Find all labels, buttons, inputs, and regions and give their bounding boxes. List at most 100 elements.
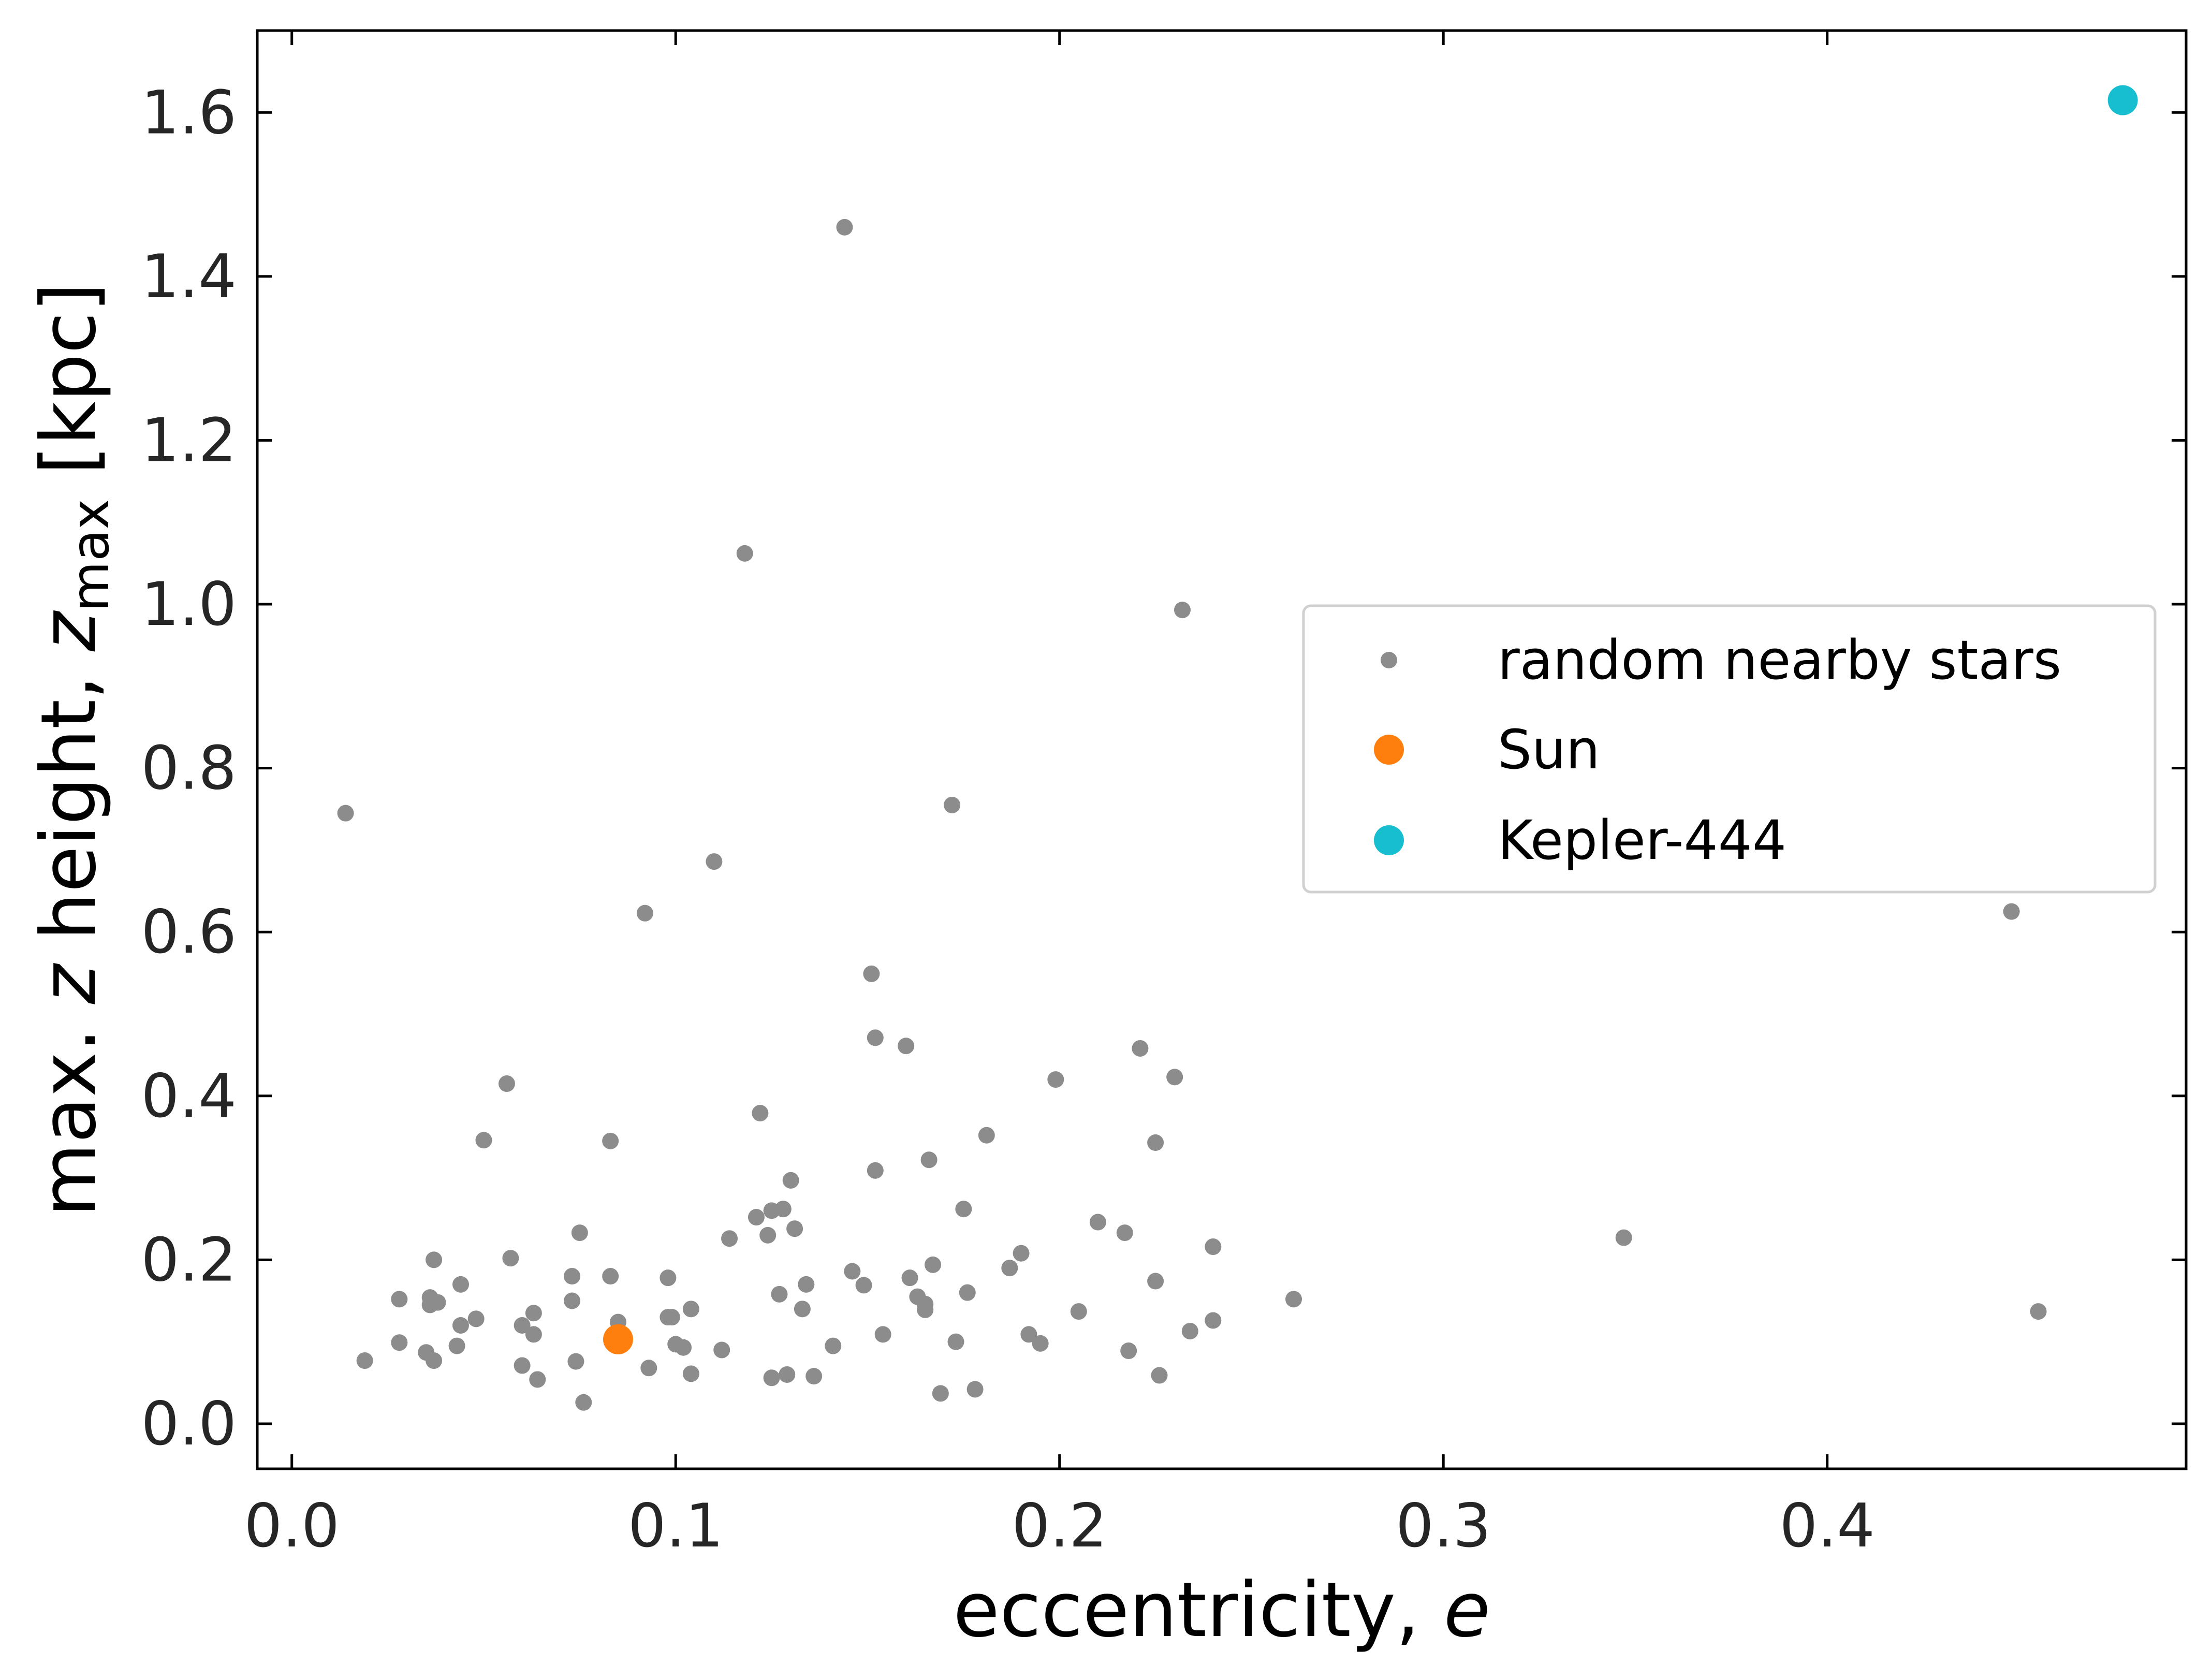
y-tick-label: 1.6 [141,78,237,148]
y-axis-title: max. z height, zmax [kpc] [25,283,121,1217]
y-tick-label: 0.8 [141,734,237,804]
data-point-random-nearby-stars [602,1268,619,1285]
data-point-random-nearby-stars [721,1230,738,1247]
data-point-random-nearby-stars [917,1301,934,1318]
data-point-random-nearby-stars [640,1360,657,1377]
data-point-random-nearby-stars [682,1365,699,1382]
data-point-random-nearby-stars [736,545,753,562]
data-point-kepler-444 [2107,85,2138,115]
data-point-random-nearby-stars [514,1357,531,1374]
data-point-random-nearby-stars [955,1201,972,1218]
data-point-random-nearby-stars [1166,1069,1183,1086]
data-point-random-nearby-stars [966,1381,984,1398]
data-point-random-nearby-stars [782,1172,799,1189]
data-point-random-nearby-stars [391,1334,408,1351]
data-point-random-nearby-stars [920,1151,937,1169]
data-point-random-nearby-stars [2030,1303,2047,1320]
data-point-random-nearby-stars [1147,1134,1164,1151]
legend-label-sun: Sun [1498,718,1600,781]
axis-tick-labels: 0.0 0.1 0.2 0.3 0.4 0.0 0.2 0.4 0.6 0.8 1.0 1.2 1.4 1… [141,78,1875,1561]
data-point-random-nearby-stars [1116,1224,1133,1242]
y-tick-label: 0.6 [141,897,237,967]
data-point-random-nearby-stars [713,1341,730,1359]
data-point-random-nearby-stars [1205,1312,1222,1329]
data-point-random-nearby-stars [337,805,354,822]
legend-label-kepler-444: Kepler-444 [1498,809,1786,872]
data-point-random-nearby-stars [675,1339,692,1356]
data-point-random-nearby-stars [805,1368,823,1385]
data-point-random-nearby-stars [774,1201,792,1218]
data-point-random-nearby-stars [1120,1342,1137,1360]
data-point-random-nearby-stars [502,1250,519,1267]
data-point-random-nearby-stars [1089,1214,1106,1231]
data-point-sun [603,1324,634,1354]
data-point-random-nearby-stars [844,1263,861,1280]
data-point-random-nearby-stars [825,1337,842,1354]
data-point-random-nearby-stars [2003,903,2020,920]
data-point-random-nearby-stars [1020,1326,1037,1343]
data-point-random-nearby-stars [748,1209,765,1226]
data-point-random-nearby-stars [1205,1238,1222,1255]
data-point-random-nearby-stars [867,1029,884,1046]
data-point-random-nearby-stars [525,1305,542,1322]
y-tick-label: 1.0 [141,570,237,639]
y-tick-label: 0.0 [141,1389,237,1459]
data-point-random-nearby-stars [1285,1291,1302,1308]
legend-label-random-nearby-stars: random nearby stars [1498,629,2061,692]
data-point-random-nearby-stars [855,1277,872,1294]
legend-marker-kepler-444 [1374,825,1404,855]
data-point-random-nearby-stars [663,1309,680,1326]
data-point-random-nearby-stars [706,853,723,870]
data-point-random-nearby-stars [978,1127,995,1144]
data-point-random-nearby-stars [1001,1260,1018,1277]
data-point-random-nearby-stars [1132,1040,1149,1057]
data-point-random-nearby-stars [448,1337,465,1354]
x-tick-label: 0.4 [1779,1491,1874,1561]
data-point-random-nearby-stars [391,1291,408,1308]
legend: random nearby stars Sun Kepler-444 [1302,604,2157,894]
legend-marker-sun [1374,735,1404,765]
data-point-random-nearby-stars [947,1333,964,1350]
data-point-random-nearby-stars [429,1294,446,1311]
data-point-random-nearby-stars [1615,1229,1632,1246]
data-point-random-nearby-stars [794,1301,811,1318]
data-points [337,85,2138,1411]
data-point-random-nearby-stars [525,1326,542,1343]
x-axis-title: eccentricity, e [953,1566,1490,1654]
y-tick-label: 0.4 [141,1061,237,1131]
x-tick-label: 0.2 [1012,1491,1107,1561]
data-point-random-nearby-stars [867,1162,884,1179]
data-point-random-nearby-stars [898,1038,915,1055]
legend-marker-random-nearby-stars [1381,652,1397,668]
data-point-random-nearby-stars [1174,602,1191,619]
data-point-random-nearby-stars [863,965,880,982]
plot-area-frame [256,29,2188,1470]
data-point-random-nearby-stars [771,1286,788,1303]
data-point-random-nearby-stars [759,1227,777,1244]
data-point-random-nearby-stars [1047,1071,1064,1088]
data-point-random-nearby-stars [1032,1335,1049,1352]
data-point-random-nearby-stars [514,1317,531,1334]
data-point-random-nearby-stars [901,1269,918,1287]
data-point-random-nearby-stars [426,1251,443,1268]
data-point-random-nearby-stars [452,1317,469,1334]
data-point-random-nearby-stars [786,1220,803,1237]
data-point-random-nearby-stars [467,1310,485,1327]
y-tick-label: 1.4 [141,242,237,312]
data-point-random-nearby-stars [498,1075,515,1092]
data-point-random-nearby-stars [475,1132,492,1149]
data-point-random-nearby-stars [564,1268,581,1285]
data-point-random-nearby-stars [1013,1245,1030,1262]
x-tick-label: 0.0 [244,1491,339,1561]
data-point-random-nearby-stars [356,1352,373,1369]
axis-ticks [257,31,2186,1469]
data-point-random-nearby-stars [682,1301,699,1318]
data-point-random-nearby-stars [1070,1303,1087,1320]
data-point-random-nearby-stars [567,1353,584,1370]
data-point-random-nearby-stars [1147,1273,1164,1290]
data-point-random-nearby-stars [752,1105,769,1122]
data-point-random-nearby-stars [571,1224,588,1242]
data-point-random-nearby-stars [452,1276,469,1293]
data-point-random-nearby-stars [575,1394,592,1411]
